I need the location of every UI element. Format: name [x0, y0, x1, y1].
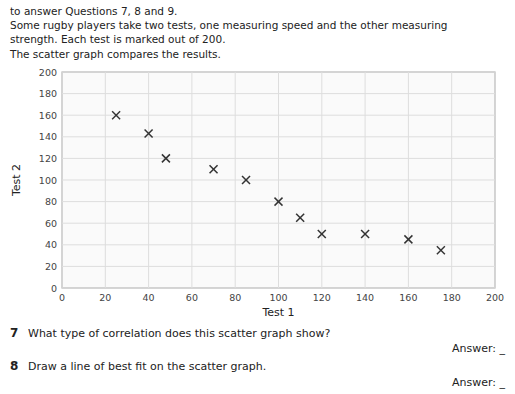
x-tick-label: 180 [443, 292, 461, 303]
grid-line [62, 244, 495, 245]
x-tick-label: 200 [486, 292, 504, 303]
y-tick-label: 80 [45, 196, 57, 207]
chart: to answer Questions 7, 8 and 9. Some rugb… [0, 0, 515, 394]
point [361, 230, 369, 238]
grid-line [62, 136, 495, 137]
x-tick-label: 40 [143, 292, 155, 303]
point [112, 111, 120, 119]
point [242, 176, 250, 184]
grid [62, 72, 495, 288]
y-axis-label: Test 2 [10, 164, 23, 197]
grid-line [62, 158, 495, 159]
question-text: Draw a line of best fit on the scatter g… [28, 360, 266, 373]
x-axis-label: Test 1 [261, 306, 294, 319]
x-tick-label: 100 [269, 292, 287, 303]
point [162, 154, 170, 162]
header-text: Some rugby players take two tests, one m… [10, 19, 447, 31]
grid-line [62, 288, 495, 289]
grid-line [62, 180, 495, 181]
plot-area [62, 72, 495, 288]
answer-line: Answer: _ [452, 376, 506, 389]
y-tick-label: 200 [39, 67, 57, 78]
question-text: What type of correlation does this scatt… [28, 327, 330, 340]
grid-line [62, 115, 495, 116]
question-number: 7 [10, 326, 18, 340]
y-tick-label: 160 [39, 110, 57, 121]
grid-line [62, 72, 495, 73]
grid-line [62, 266, 495, 267]
y-tick-label: 140 [39, 131, 57, 142]
header-text: strength. Each test is marked out of 200… [10, 33, 225, 45]
x-tick-label: 160 [399, 292, 417, 303]
point [210, 165, 218, 173]
point [275, 198, 283, 206]
y-tick-label: 120 [39, 153, 57, 164]
header-text: to answer Questions 7, 8 and 9. [10, 5, 177, 17]
points [112, 111, 445, 254]
point [404, 235, 412, 243]
y-tick-label: 60 [45, 218, 57, 229]
y-tick-label: 40 [45, 239, 57, 250]
grid-line [62, 223, 495, 224]
header-text: The scatter graph compares the results. [9, 48, 221, 60]
question-number: 8 [10, 359, 18, 373]
grid-line [62, 93, 495, 94]
x-tick-label: 80 [229, 292, 241, 303]
y-tick-label: 100 [39, 175, 57, 186]
point [296, 214, 304, 222]
x-tick-label: 140 [356, 292, 374, 303]
y-tick-label: 20 [45, 261, 57, 272]
answer-line: Answer: _ [452, 342, 506, 355]
point [145, 130, 153, 138]
point [318, 230, 326, 238]
x-tick-label: 120 [313, 292, 331, 303]
y-tick-label: 0 [51, 283, 57, 294]
x-tick-label: 20 [99, 292, 111, 303]
point [437, 246, 445, 254]
x-tick-label: 0 [59, 292, 65, 303]
x-tick-label: 60 [186, 292, 198, 303]
y-tick-label: 180 [39, 88, 57, 99]
